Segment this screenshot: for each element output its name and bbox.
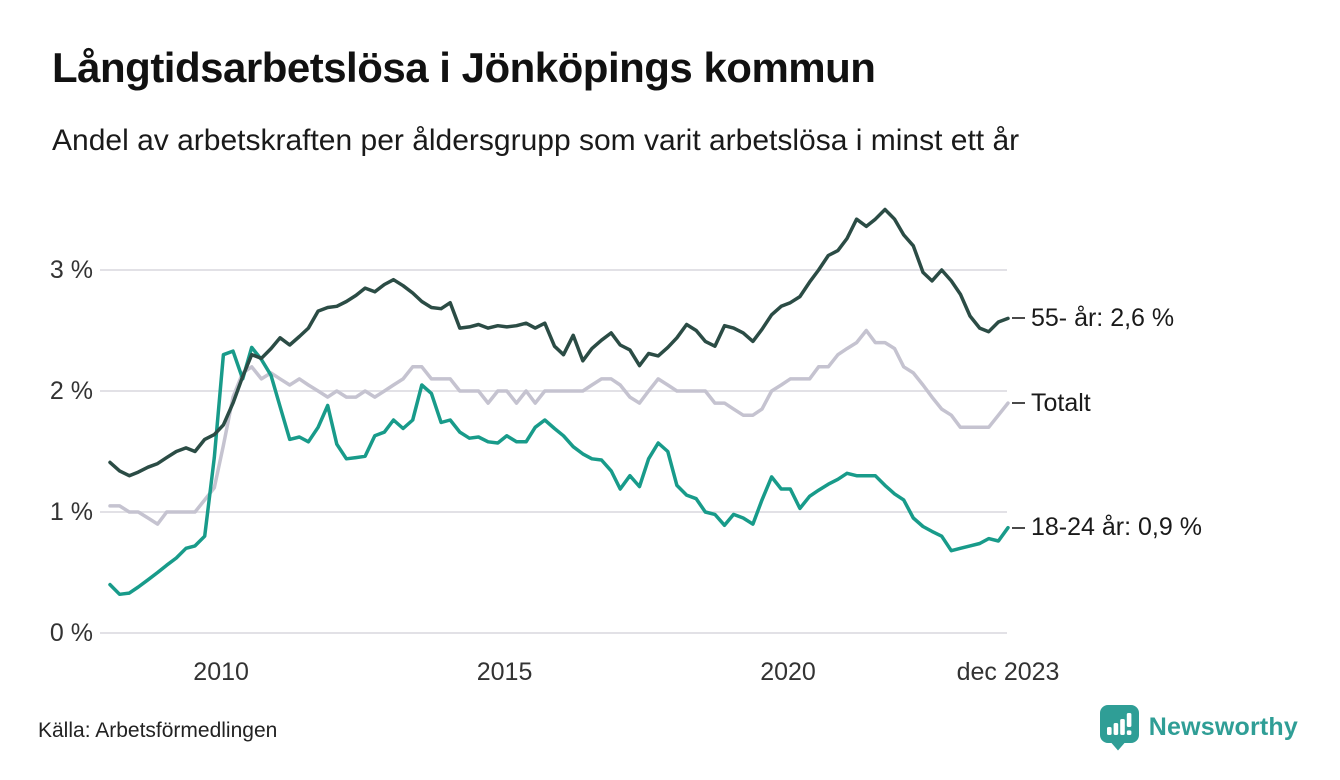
x-tick-label: 2015 — [476, 658, 533, 686]
x-tick-label: 2020 — [760, 658, 816, 686]
series-label-55- år: 55- år: 2,6 % — [1012, 303, 1174, 333]
newsworthy-logo: Newsworthy — [1099, 704, 1298, 751]
series-label-text: Totalt — [1031, 388, 1091, 417]
series-label-18-24 år: 18-24 år: 0,9 % — [1012, 513, 1202, 543]
newsworthy-wordmark: Newsworthy — [1148, 713, 1298, 741]
source-note: Källa: Arbetsförmedlingen — [38, 719, 278, 742]
series-line-Totalt — [108, 328, 1010, 526]
series-label-text: 18-24 år: 0,9 % — [1031, 513, 1202, 542]
label-tick — [1012, 402, 1025, 405]
series-label-text: 55- år: 2,6 % — [1031, 303, 1175, 332]
label-tick — [1012, 526, 1025, 529]
series-label-Totalt: Totalt — [1012, 388, 1091, 418]
x-tick-label: 2010 — [193, 658, 249, 686]
y-tick-label: 3 % — [49, 256, 93, 284]
newsworthy-bubble-chart-icon — [1099, 705, 1139, 751]
y-tick-label: 0 % — [49, 619, 93, 647]
y-tick-label: 1 % — [49, 498, 93, 526]
y-axis: 0 % 1 % 2 % 3 % — [0, 0, 93, 780]
label-tick — [1012, 317, 1025, 320]
x-tick-label: dec 2023 — [956, 658, 1060, 686]
y-tick-label: 2 % — [49, 377, 93, 405]
page-title: Långtidsarbetslösa i Jönköpings kommun — [52, 44, 876, 91]
chart-subtitle: Andel av arbetskraften per åldersgrupp s… — [52, 124, 1020, 157]
series-line-55- år — [108, 207, 1010, 478]
